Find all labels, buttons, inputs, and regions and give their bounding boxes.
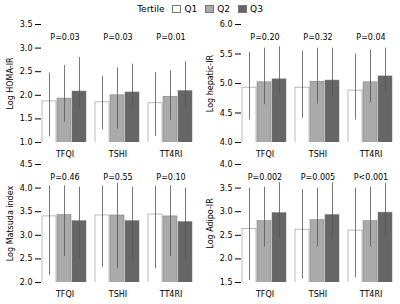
html-text:Q2: Q2 — [217, 4, 230, 14]
svg-text:P=0.03: P=0.03 — [50, 33, 79, 42]
svg-text:4.0: 4.0 — [220, 160, 233, 169]
svg-text:TFQI: TFQI — [55, 150, 74, 158]
svg-text:P=0.04: P=0.04 — [356, 33, 385, 42]
svg-text:Log Matsuda index: Log Matsuda index — [6, 186, 15, 262]
svg-text:2.5: 2.5 — [220, 231, 233, 240]
svg-text:3.0: 3.0 — [220, 207, 233, 216]
svg-text:5.5: 5.5 — [220, 50, 233, 59]
svg-text:4.0: 4.0 — [20, 184, 33, 193]
svg-text:Log Adipo-IR: Log Adipo-IR — [206, 198, 215, 249]
svg-text:P=0.10: P=0.10 — [156, 173, 185, 182]
svg-text:TFQI: TFQI — [55, 290, 74, 298]
svg-text:P=0.002: P=0.002 — [248, 173, 282, 182]
svg-text:P<0.001: P<0.001 — [354, 173, 388, 182]
svg-text:3.5: 3.5 — [220, 184, 233, 193]
svg-text:P=0.03: P=0.03 — [103, 33, 132, 42]
svg-text:Log HOMA-IR: Log HOMA-IR — [6, 57, 15, 110]
svg-text:6.0: 6.0 — [220, 20, 233, 29]
svg-text:P=0.32: P=0.32 — [303, 33, 332, 42]
svg-text:4.5: 4.5 — [220, 109, 233, 118]
svg-text:TFQI: TFQI — [255, 290, 274, 298]
svg-text:2.5: 2.5 — [20, 254, 33, 263]
svg-text:3.5: 3.5 — [20, 20, 33, 29]
svg-text:TFQI: TFQI — [255, 150, 274, 158]
svg-text:P=0.46: P=0.46 — [50, 173, 79, 182]
svg-text:1.5: 1.5 — [20, 114, 33, 123]
svg-text:Log hepatic-IR: Log hepatic-IR — [206, 54, 215, 112]
svg-text:TT4RI: TT4RI — [359, 150, 383, 158]
svg-text:2.0: 2.0 — [20, 278, 33, 287]
svg-text:P=0.01: P=0.01 — [156, 33, 185, 42]
svg-text:1.0: 1.0 — [20, 138, 33, 147]
svg-text:TSHI: TSHI — [308, 290, 327, 298]
svg-text:TT4RI: TT4RI — [159, 150, 183, 158]
html-text:Tertile: Tertile — [137, 4, 165, 14]
html-text:Q3: Q3 — [250, 4, 263, 14]
svg-text:2.5: 2.5 — [20, 67, 33, 76]
svg-text:3.0: 3.0 — [20, 44, 33, 53]
svg-text:3.0: 3.0 — [20, 231, 33, 240]
svg-text:2.0: 2.0 — [20, 91, 33, 100]
svg-text:1.5: 1.5 — [220, 278, 233, 287]
svg-text:3.5: 3.5 — [20, 207, 33, 216]
svg-text:TT4RI: TT4RI — [359, 290, 383, 298]
svg-text:TSHI: TSHI — [308, 150, 327, 158]
svg-text:4.5: 4.5 — [20, 160, 33, 169]
svg-text:TT4RI: TT4RI — [159, 290, 183, 298]
svg-text:P=0.55: P=0.55 — [103, 173, 132, 182]
svg-text:P=0.20: P=0.20 — [250, 33, 279, 42]
html-text:Q1: Q1 — [184, 4, 198, 14]
svg-text:TSHI: TSHI — [108, 150, 127, 158]
svg-text:5.0: 5.0 — [220, 79, 233, 88]
svg-text:P=0.005: P=0.005 — [301, 173, 335, 182]
svg-text:TSHI: TSHI — [108, 290, 127, 298]
svg-text:2.0: 2.0 — [220, 254, 233, 263]
svg-text:4.0: 4.0 — [220, 138, 233, 147]
